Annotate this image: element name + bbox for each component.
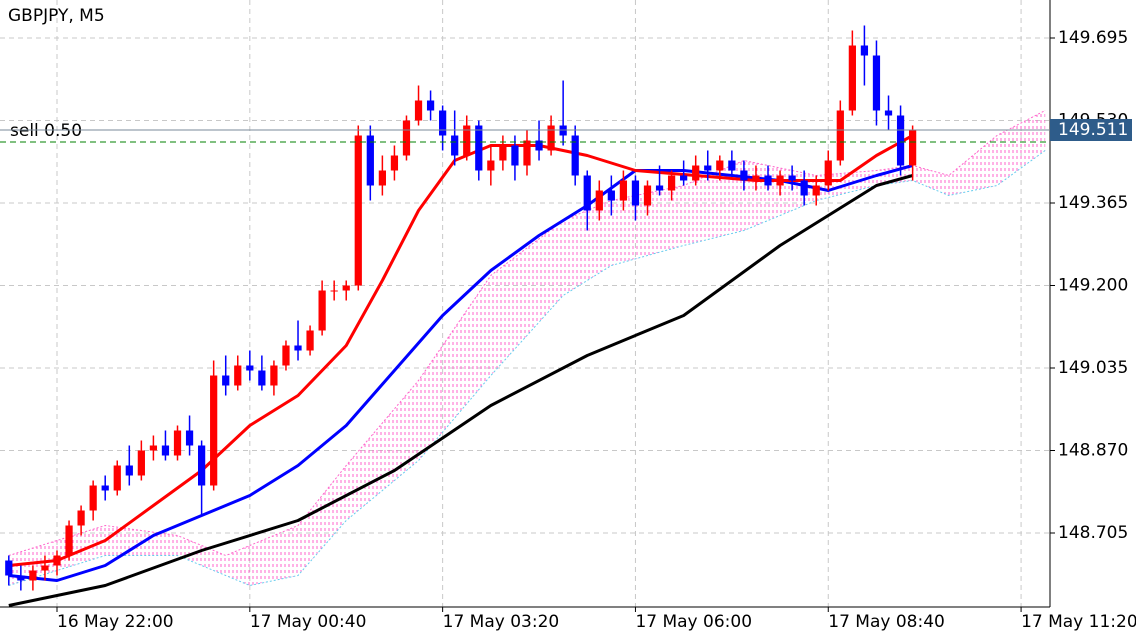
y-tick-label: 148.705 (1058, 523, 1128, 543)
candle-body (535, 140, 543, 151)
candle-body (571, 135, 579, 176)
candle-body (378, 170, 386, 186)
candle-body (680, 175, 688, 181)
candle-body (77, 510, 85, 526)
candle-body (41, 565, 49, 571)
candle-body (53, 555, 61, 566)
candle-body (523, 140, 531, 166)
candle-body (836, 110, 844, 161)
candle-body (402, 120, 411, 156)
x-tick-label: 17 May 08:40 (828, 612, 945, 632)
candle-body (390, 155, 399, 171)
moving-average (8, 174, 914, 607)
candle-body (246, 365, 254, 371)
price-box (1050, 119, 1132, 141)
candle-body (113, 465, 121, 491)
candle-body (728, 160, 736, 171)
candle-body (812, 185, 820, 196)
candle-body (631, 180, 640, 206)
candle-body (89, 485, 97, 511)
candle-body (173, 430, 182, 456)
candle-body (788, 175, 796, 181)
x-tick-label: 16 May 22:00 (57, 612, 174, 632)
candle-body (740, 170, 748, 181)
candle-body (65, 525, 73, 556)
candle-body (475, 125, 483, 171)
candle-body (29, 570, 37, 581)
candle-body (655, 185, 664, 191)
candle-body (511, 145, 519, 166)
candle-body (5, 560, 13, 576)
candle-body (366, 135, 374, 186)
candle-body (222, 375, 230, 386)
chart-title: GBPJPY, M5 (8, 6, 105, 26)
candle-body (282, 345, 290, 366)
candle-body (896, 115, 905, 166)
candle-body (583, 175, 591, 211)
candle-body (451, 135, 459, 156)
candle-body (860, 45, 869, 56)
x-tick-label: 17 May 11:20 (1021, 612, 1136, 632)
candle-body (234, 365, 242, 386)
x-tick-label: 17 May 03:20 (443, 612, 560, 632)
y-tick-label: 149.035 (1058, 358, 1128, 378)
cloud (8, 110, 1046, 586)
candle-body (354, 135, 362, 286)
candle-body (330, 290, 338, 292)
candle-body (776, 175, 784, 186)
candle-body (800, 180, 808, 196)
candle-body (824, 160, 832, 186)
candle-body (137, 450, 145, 476)
candle-body (704, 165, 712, 171)
candle-body (872, 55, 881, 111)
candle-body (149, 445, 158, 451)
candle-body (499, 145, 507, 161)
candle-body (17, 575, 25, 581)
candle-body (294, 345, 302, 351)
candle-body (342, 285, 350, 291)
cloud-lower (8, 150, 1046, 587)
candle-body (210, 375, 218, 486)
candle-body (619, 180, 628, 201)
candle-body (318, 290, 326, 331)
price-label: 149.511 (1058, 120, 1128, 140)
candle-body (764, 175, 772, 186)
candle-body (414, 100, 423, 121)
candle-body (716, 160, 724, 171)
candle-body (487, 160, 495, 171)
candle-body (884, 110, 893, 116)
candle-body (439, 110, 447, 136)
candle-body (909, 130, 917, 166)
candle-body (125, 465, 133, 476)
candle-body (197, 445, 206, 486)
y-tick-label: 148.870 (1058, 441, 1128, 461)
candle-body (426, 100, 435, 111)
candle-body (752, 175, 760, 181)
candle-body (270, 365, 278, 386)
y-tick-label: 149.695 (1058, 28, 1128, 48)
candle-body (258, 370, 266, 386)
candle-body (848, 45, 856, 111)
candle-body (643, 185, 652, 206)
candle-body (101, 485, 109, 491)
order-label: sell 0.50 (10, 121, 82, 141)
candle-body (185, 430, 194, 446)
candle-body (692, 165, 700, 181)
candle-body (161, 445, 170, 456)
candle-body (607, 190, 615, 201)
y-tick-label: 149.200 (1058, 276, 1128, 296)
candle-body (595, 190, 603, 211)
x-tick-label: 17 May 00:40 (250, 612, 367, 632)
candle-body (306, 330, 314, 351)
y-tick-label: 149.365 (1058, 193, 1128, 213)
x-tick-label: 17 May 06:00 (635, 612, 752, 632)
candle-body (547, 125, 555, 151)
candle-body (667, 175, 676, 191)
candle-body (463, 125, 471, 156)
